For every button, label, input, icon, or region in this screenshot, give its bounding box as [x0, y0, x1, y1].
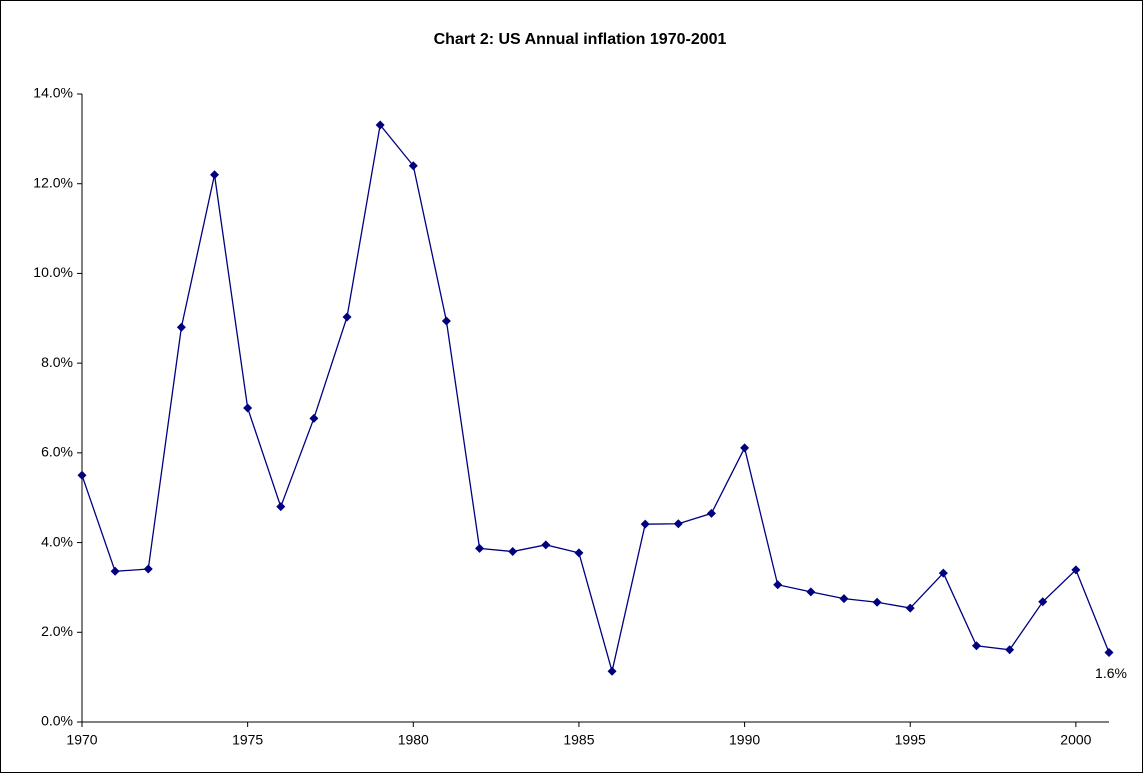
y-tick-label: 0.0%	[41, 713, 73, 729]
point-marker	[806, 587, 816, 597]
point-marker	[673, 519, 683, 529]
x-tick-label: 1980	[398, 732, 429, 748]
data-label: 1.6%	[1095, 665, 1127, 681]
point-marker	[309, 413, 319, 423]
point-marker	[77, 470, 87, 480]
series-line	[81, 123, 1110, 672]
point-marker	[541, 540, 551, 550]
point-marker	[508, 547, 518, 557]
point-marker	[408, 161, 418, 171]
point-marker	[706, 508, 716, 518]
x-tick-label: 1990	[729, 732, 760, 748]
point-marker	[574, 548, 584, 558]
point-marker	[1038, 597, 1048, 607]
y-tick-label: 10.0%	[33, 264, 73, 280]
point-marker	[971, 641, 981, 651]
point-marker	[773, 580, 783, 590]
y-tick-label: 2.0%	[41, 623, 73, 639]
point-marker	[872, 597, 882, 607]
x-tick-label: 1985	[563, 732, 594, 748]
point-marker	[375, 120, 385, 130]
point-marker	[243, 403, 253, 413]
y-tick-label: 6.0%	[41, 444, 73, 460]
y-tick-label: 12.0%	[33, 174, 73, 190]
point-marker	[740, 443, 750, 453]
y-tick-label: 4.0%	[41, 533, 73, 549]
point-marker	[905, 603, 915, 613]
x-tick-label: 1995	[895, 732, 926, 748]
point-marker	[210, 170, 220, 180]
point-marker	[1071, 565, 1081, 575]
y-tick-label: 14.0%	[33, 85, 73, 101]
point-marker	[176, 322, 186, 332]
point-marker	[342, 312, 352, 322]
point-marker	[938, 568, 948, 578]
point-marker	[640, 519, 650, 529]
point-marker	[475, 543, 485, 553]
x-tick-label: 1970	[66, 732, 97, 748]
x-tick-label: 2000	[1060, 732, 1091, 748]
chart-title: Chart 2: US Annual inflation 1970-2001	[434, 31, 727, 48]
point-marker	[839, 594, 849, 604]
point-marker	[441, 316, 451, 326]
x-tick-label: 1975	[232, 732, 263, 748]
point-marker	[276, 502, 286, 512]
point-marker	[1104, 647, 1114, 657]
point-marker	[607, 666, 617, 676]
point-marker	[1005, 645, 1015, 655]
y-tick-label: 8.0%	[41, 354, 73, 370]
point-marker	[110, 566, 120, 576]
point-marker	[143, 564, 153, 574]
